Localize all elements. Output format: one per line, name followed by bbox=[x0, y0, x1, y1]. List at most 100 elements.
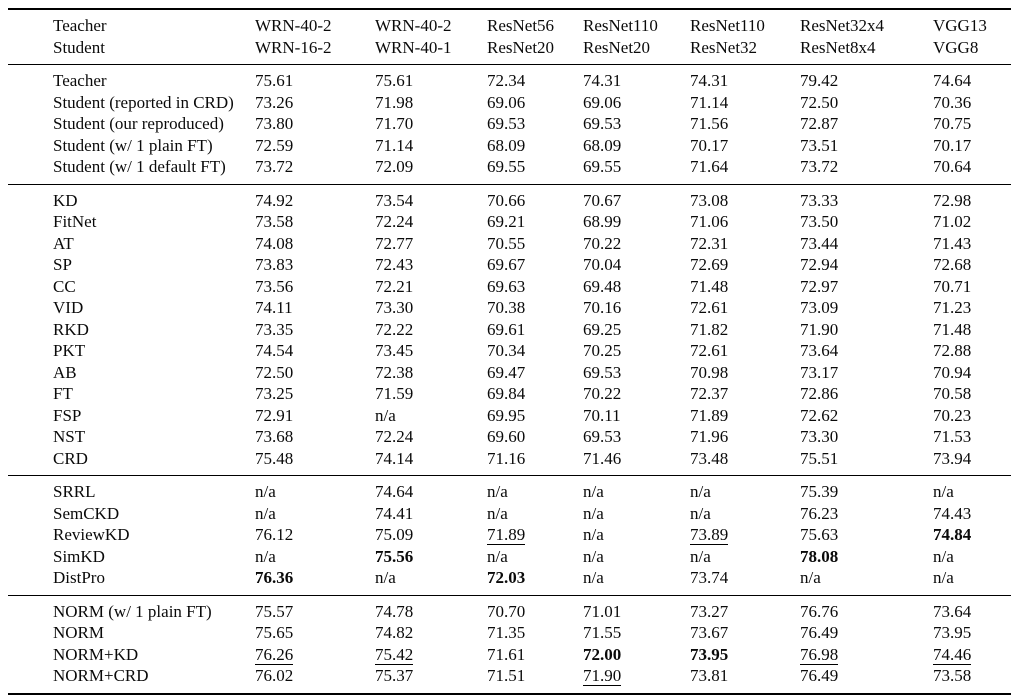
value-cell: 73.72 bbox=[255, 157, 294, 176]
value-cell: 71.55 bbox=[583, 623, 622, 642]
value-cell: 72.87 bbox=[800, 114, 839, 133]
value-cell: 70.11 bbox=[583, 405, 621, 425]
value-cell: 75.56 bbox=[375, 546, 487, 568]
value-cell: n/a bbox=[255, 482, 276, 501]
column-header: WRN-40-2 WRN-40-1 bbox=[375, 9, 487, 65]
value-cell: 72.24 bbox=[375, 427, 414, 446]
value-cell: n/a bbox=[487, 503, 508, 523]
table-row: ReviewKD 76.12 75.09 71.89 n/a 73.89 75.63 74.8… bbox=[8, 524, 1011, 546]
value-cell: 73.50 bbox=[800, 212, 839, 231]
value-cell: 73.45 bbox=[375, 341, 414, 360]
value-cell: 73.08 bbox=[690, 190, 729, 210]
second-best-value: 76.98 bbox=[800, 644, 839, 665]
table-row: Student (w/ 1 plain FT) 72.59 71.14 68.09 68… bbox=[8, 135, 1011, 157]
value-cell: n/a bbox=[255, 503, 276, 523]
row-label: CRD bbox=[53, 448, 88, 468]
column-header: ResNet110 ResNet32 bbox=[690, 9, 800, 65]
value-cell: 69.67 bbox=[487, 255, 526, 274]
value-cell: n/a bbox=[375, 405, 396, 425]
value-cell: 73.35 bbox=[255, 319, 294, 339]
table-row: NORM (w/ 1 plain FT) 75.57 74.78 70.70 71.01… bbox=[8, 595, 1011, 622]
value-cell: n/a bbox=[800, 568, 821, 587]
table-row: Student (our reproduced) 73.80 71.70 69.53 6… bbox=[8, 113, 1011, 135]
value-cell: 70.36 bbox=[933, 92, 972, 112]
value-cell: 72.22 bbox=[375, 319, 414, 339]
best-value: 75.56 bbox=[375, 546, 414, 566]
value-cell: 70.16 bbox=[583, 298, 622, 317]
value-cell: 69.53 bbox=[583, 362, 622, 382]
value-cell: 71.96 bbox=[690, 427, 729, 446]
table-header: Teacher Student WRN-40-2 WRN-16-2 WRN-40-2 WR… bbox=[8, 9, 1011, 65]
second-best-value: 71.89 bbox=[487, 525, 526, 545]
value-cell: 70.22 bbox=[583, 233, 622, 253]
best-value: 73.95 bbox=[690, 644, 729, 664]
value-cell: 73.80 bbox=[255, 114, 294, 133]
row-label: NORM bbox=[53, 623, 105, 642]
value-cell: 73.68 bbox=[255, 427, 294, 446]
row-label: NORM+CRD bbox=[53, 666, 149, 685]
value-cell: n/a bbox=[583, 546, 604, 566]
value-cell: n/a bbox=[583, 525, 604, 544]
row-label: FSP bbox=[53, 405, 82, 425]
table-row: SemCKD n/a 74.41 n/a n/a n/a 76.23 74.43 bbox=[8, 503, 1011, 525]
value-cell: 69.53 bbox=[487, 114, 526, 133]
value-cell: 74.08 bbox=[255, 233, 294, 253]
value-cell: 71.64 bbox=[690, 157, 729, 176]
value-cell: 69.60 bbox=[487, 427, 526, 446]
header-row-label-line: Student bbox=[53, 38, 105, 57]
value-cell: 72.69 bbox=[690, 255, 729, 274]
column-header-student: WRN-16-2 bbox=[255, 38, 332, 57]
value-cell: 75.48 bbox=[255, 448, 294, 468]
value-cell: n/a bbox=[690, 546, 711, 566]
value-cell: 69.06 bbox=[487, 92, 526, 112]
value-cell: 76.76 bbox=[800, 601, 839, 621]
value-cell: 72.38 bbox=[375, 362, 414, 382]
value-cell: n/a bbox=[933, 546, 954, 566]
row-label: AT bbox=[53, 233, 74, 253]
value-cell: 71.51 bbox=[487, 666, 526, 685]
value-cell: 69.47 bbox=[487, 362, 526, 382]
value-cell: 71.90 bbox=[583, 665, 690, 694]
value-cell: 72.31 bbox=[690, 233, 729, 253]
value-cell: 73.94 bbox=[933, 448, 972, 468]
value-cell: 73.74 bbox=[690, 568, 729, 587]
value-cell: 73.89 bbox=[690, 524, 800, 546]
best-value: 78.08 bbox=[800, 546, 839, 566]
table-section-recent-methods: SRRL n/a 74.64 n/a n/a n/a 75.39 n/a SemCKD n/a 74… bbox=[8, 475, 1011, 596]
table-row: CRD 75.48 74.14 71.16 71.46 73.48 75.51 73.94 bbox=[8, 448, 1011, 476]
value-cell: 73.64 bbox=[933, 601, 972, 621]
column-header-student: ResNet8x4 bbox=[800, 38, 876, 57]
value-cell: 73.58 bbox=[933, 666, 972, 685]
value-cell: 73.51 bbox=[800, 135, 839, 155]
value-cell: 72.34 bbox=[487, 71, 526, 90]
value-cell: 71.48 bbox=[690, 276, 729, 296]
value-cell: 73.33 bbox=[800, 190, 839, 210]
row-label: Teacher bbox=[53, 71, 107, 90]
value-cell: 69.63 bbox=[487, 276, 526, 296]
value-cell: 70.17 bbox=[933, 135, 972, 155]
value-cell: 76.12 bbox=[255, 525, 294, 544]
second-best-value: 76.26 bbox=[255, 644, 294, 665]
table-row: Student (w/ 1 default FT) 73.72 72.09 69.55… bbox=[8, 156, 1011, 184]
table-row: NORM+KD 76.26 75.42 71.61 72.00 73.95 76.98 74.… bbox=[8, 644, 1011, 666]
row-label: SemCKD bbox=[53, 503, 120, 523]
table-row: NORM 75.65 74.82 71.35 71.55 73.67 76.49 73.95 bbox=[8, 622, 1011, 644]
row-label: NORM (w/ 1 plain FT) bbox=[53, 601, 212, 621]
value-cell: 73.44 bbox=[800, 233, 839, 253]
value-cell: 72.43 bbox=[375, 255, 414, 274]
value-cell: 76.02 bbox=[255, 666, 294, 685]
table-row: DistPro 76.36 n/a 72.03 n/a 73.74 n/a n/a bbox=[8, 567, 1011, 595]
row-label: SRRL bbox=[53, 482, 96, 501]
table-row: VID 74.11 73.30 70.38 70.16 72.61 73.09 71.23 bbox=[8, 297, 1011, 319]
value-cell: n/a bbox=[583, 503, 604, 523]
column-header-student: WRN-40-1 bbox=[375, 38, 452, 57]
value-cell: 73.48 bbox=[690, 448, 729, 468]
table-row: NORM+CRD 76.02 75.37 71.51 71.90 73.81 76.49 73… bbox=[8, 665, 1011, 694]
value-cell: 72.24 bbox=[375, 212, 414, 231]
value-cell: n/a bbox=[933, 568, 954, 587]
value-cell: 68.09 bbox=[583, 135, 622, 155]
value-cell: 76.23 bbox=[800, 503, 839, 523]
value-cell: 71.35 bbox=[487, 623, 526, 642]
table-section-baselines: Teacher 75.61 75.61 72.34 74.31 74.31 79.42 74.… bbox=[8, 65, 1011, 185]
value-cell: 73.54 bbox=[375, 190, 414, 210]
